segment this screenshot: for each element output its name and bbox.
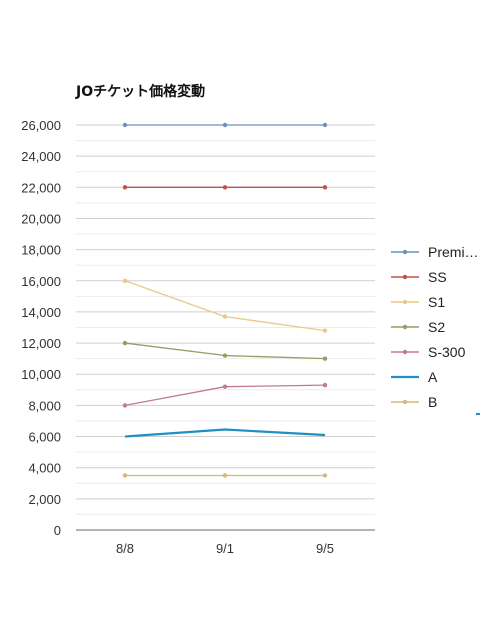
y-tick-label: 6,000 bbox=[28, 430, 61, 445]
legend-label: B bbox=[428, 394, 437, 410]
data-point bbox=[122, 122, 128, 128]
data-point bbox=[322, 382, 328, 388]
x-tick-label: 9/1 bbox=[216, 541, 234, 556]
y-tick-label: 12,000 bbox=[21, 336, 61, 351]
legend-label: A bbox=[428, 369, 438, 385]
y-tick-label: 14,000 bbox=[21, 305, 61, 320]
legend-scroll-indicator bbox=[476, 413, 480, 415]
axes: 0 2,000 4,000 6,000 8,000 10,000 12,000 14,000 1… bbox=[21, 118, 375, 556]
y-tick-label: 0 bbox=[54, 523, 61, 538]
data-point bbox=[222, 384, 228, 389]
legend-item: S1 bbox=[391, 294, 445, 310]
data-point bbox=[122, 473, 128, 478]
data-point bbox=[222, 473, 228, 478]
series-lines bbox=[122, 122, 328, 478]
data-point bbox=[222, 185, 228, 190]
legend-swatch-marker bbox=[402, 299, 408, 305]
y-tick-label: 22,000 bbox=[21, 180, 61, 195]
data-point bbox=[222, 314, 228, 319]
legend-swatch-marker bbox=[402, 249, 408, 255]
y-tick-label: 16,000 bbox=[21, 274, 61, 289]
legend-label: S2 bbox=[428, 319, 445, 335]
data-point bbox=[322, 328, 328, 333]
series-s-300 bbox=[122, 382, 328, 408]
data-point bbox=[122, 340, 128, 346]
legend-item: SS bbox=[391, 269, 447, 285]
legend-label: S1 bbox=[428, 294, 445, 310]
series-a bbox=[124, 428, 326, 438]
series-b bbox=[122, 473, 328, 478]
legend-swatch-marker bbox=[402, 274, 408, 280]
data-point bbox=[322, 185, 328, 190]
y-tick-label: 20,000 bbox=[21, 211, 61, 226]
series-line bbox=[124, 280, 326, 332]
data-point bbox=[322, 356, 328, 361]
data-point bbox=[322, 122, 328, 128]
series-ss bbox=[122, 185, 328, 190]
data-point bbox=[322, 473, 328, 478]
series-s1 bbox=[122, 278, 328, 333]
data-point bbox=[222, 122, 228, 128]
legend: Premi… SS S1 S2 S-300 AB bbox=[391, 244, 479, 410]
data-point bbox=[222, 353, 228, 358]
chart-title: JOチケット価格変動 bbox=[75, 83, 205, 100]
gridlines bbox=[76, 124, 375, 515]
legend-swatch-marker bbox=[402, 349, 408, 355]
y-tick-label: 8,000 bbox=[28, 398, 61, 413]
y-tick-label: 26,000 bbox=[21, 118, 61, 133]
legend-label: Premi… bbox=[428, 244, 479, 260]
y-tick-label: 2,000 bbox=[28, 492, 61, 507]
x-tick-label: 9/5 bbox=[316, 541, 334, 556]
y-tick-label: 10,000 bbox=[21, 367, 61, 382]
legend-item: A bbox=[391, 369, 438, 385]
data-point bbox=[122, 185, 128, 190]
x-tick-label: 8/8 bbox=[116, 541, 134, 556]
legend-swatch-marker bbox=[402, 399, 408, 405]
legend-item: B bbox=[391, 394, 437, 410]
legend-label: SS bbox=[428, 269, 447, 285]
y-tick-label: 24,000 bbox=[21, 149, 61, 164]
legend-item: S-300 bbox=[391, 344, 466, 360]
legend-swatch-marker bbox=[402, 324, 408, 330]
series-line bbox=[124, 428, 326, 438]
legend-label: S-300 bbox=[428, 344, 466, 360]
data-point bbox=[122, 278, 128, 283]
series-premi- bbox=[122, 122, 328, 128]
legend-item: S2 bbox=[391, 319, 445, 335]
legend-item: Premi… bbox=[391, 244, 479, 260]
y-tick-label: 4,000 bbox=[28, 461, 61, 476]
data-point bbox=[122, 403, 128, 408]
series-s2 bbox=[122, 340, 328, 361]
y-tick-label: 18,000 bbox=[21, 243, 61, 258]
